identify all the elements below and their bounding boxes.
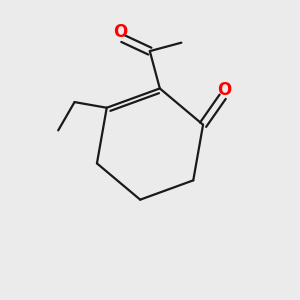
Text: O: O (217, 81, 231, 99)
Text: O: O (113, 23, 128, 41)
